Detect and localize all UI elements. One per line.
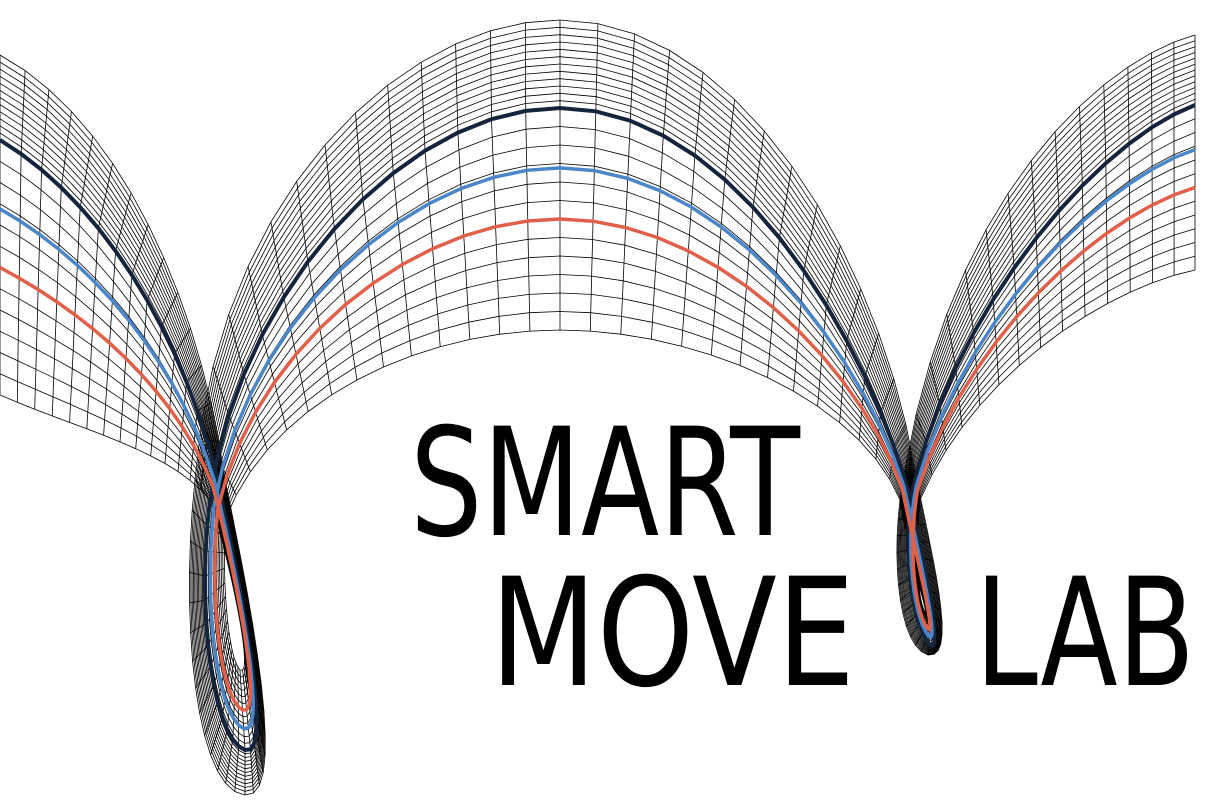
- mesh-line: [296, 181, 333, 395]
- mesh-line: [589, 23, 599, 332]
- mesh-line: [739, 130, 765, 366]
- accent-curve: [0, 185, 1196, 712]
- mesh-line: [620, 33, 635, 335]
- logo-word: LAB: [975, 547, 1195, 721]
- colored-curves: [0, 103, 1196, 753]
- mesh-line: [525, 22, 531, 332]
- logo-word: MOVE: [490, 547, 855, 721]
- mesh-line: [490, 30, 501, 335]
- mesh-line: [270, 221, 309, 412]
- mesh-line: [324, 144, 358, 381]
- mesh-line: [51, 111, 72, 416]
- mesh-line: [1007, 193, 1020, 366]
- mesh-line: [1127, 67, 1131, 293]
- mesh-line: [69, 136, 94, 423]
- logo-word: SMART: [410, 397, 801, 571]
